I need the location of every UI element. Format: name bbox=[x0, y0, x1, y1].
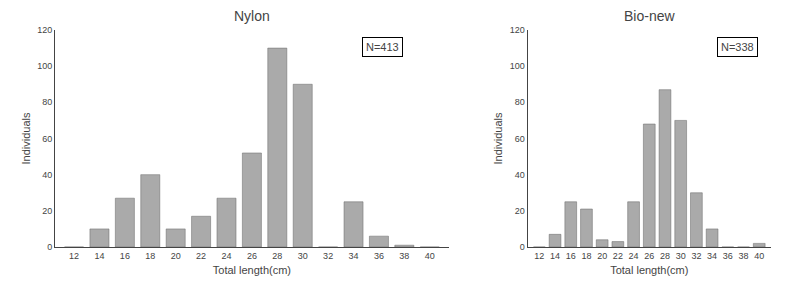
svg-text:38: 38 bbox=[399, 251, 409, 261]
svg-text:36: 36 bbox=[374, 251, 384, 261]
svg-text:20: 20 bbox=[171, 251, 181, 261]
svg-text:12: 12 bbox=[534, 251, 544, 261]
svg-text:20: 20 bbox=[42, 206, 52, 216]
svg-text:36: 36 bbox=[723, 251, 733, 261]
svg-text:14: 14 bbox=[550, 251, 560, 261]
svg-text:N=338: N=338 bbox=[721, 41, 754, 53]
svg-text:120: 120 bbox=[37, 25, 52, 35]
svg-text:0: 0 bbox=[47, 242, 52, 252]
svg-text:24: 24 bbox=[629, 251, 639, 261]
svg-text:80: 80 bbox=[42, 97, 52, 107]
svg-text:26: 26 bbox=[247, 251, 257, 261]
svg-text:32: 32 bbox=[691, 251, 701, 261]
svg-text:0: 0 bbox=[520, 242, 525, 252]
svg-text:32: 32 bbox=[323, 251, 333, 261]
svg-text:24: 24 bbox=[221, 251, 231, 261]
svg-text:40: 40 bbox=[754, 251, 764, 261]
svg-text:N=413: N=413 bbox=[366, 41, 399, 53]
svg-text:22: 22 bbox=[196, 251, 206, 261]
svg-text:34: 34 bbox=[707, 251, 717, 261]
svg-text:Total length(cm): Total length(cm) bbox=[610, 264, 688, 276]
svg-text:22: 22 bbox=[613, 251, 623, 261]
svg-text:80: 80 bbox=[515, 97, 525, 107]
svg-text:40: 40 bbox=[425, 251, 435, 261]
svg-text:12: 12 bbox=[69, 251, 79, 261]
svg-text:Total length(cm): Total length(cm) bbox=[213, 264, 291, 276]
svg-text:16: 16 bbox=[120, 251, 130, 261]
svg-text:Individuals: Individuals bbox=[492, 112, 504, 164]
svg-text:60: 60 bbox=[42, 134, 52, 144]
svg-text:40: 40 bbox=[515, 170, 525, 180]
svg-text:30: 30 bbox=[676, 251, 686, 261]
svg-text:Individuals: Individuals bbox=[20, 112, 32, 164]
svg-text:26: 26 bbox=[644, 251, 654, 261]
svg-text:28: 28 bbox=[660, 251, 670, 261]
svg-text:30: 30 bbox=[298, 251, 308, 261]
svg-text:38: 38 bbox=[739, 251, 749, 261]
svg-text:20: 20 bbox=[597, 251, 607, 261]
svg-text:60: 60 bbox=[515, 134, 525, 144]
svg-text:34: 34 bbox=[349, 251, 359, 261]
svg-text:20: 20 bbox=[515, 206, 525, 216]
svg-text:Bio-new: Bio-new bbox=[624, 8, 675, 24]
svg-text:16: 16 bbox=[566, 251, 576, 261]
svg-text:40: 40 bbox=[42, 170, 52, 180]
svg-text:14: 14 bbox=[94, 251, 104, 261]
svg-text:Nylon: Nylon bbox=[234, 8, 270, 24]
svg-text:100: 100 bbox=[510, 61, 525, 71]
svg-text:18: 18 bbox=[581, 251, 591, 261]
svg-text:120: 120 bbox=[510, 25, 525, 35]
svg-text:18: 18 bbox=[145, 251, 155, 261]
svg-text:100: 100 bbox=[37, 61, 52, 71]
svg-text:28: 28 bbox=[272, 251, 282, 261]
